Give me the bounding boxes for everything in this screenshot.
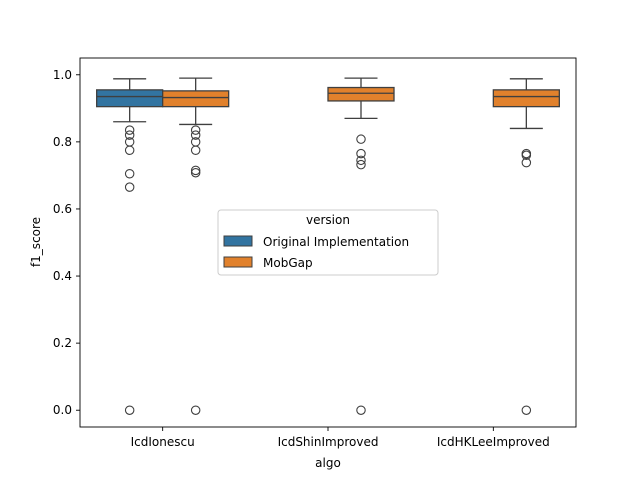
outlier-original-implementation-icdionescu-3 — [124, 145, 135, 156]
legend-label-mobgap: MobGap — [263, 256, 313, 270]
plot-area — [79, 57, 577, 428]
outlier-mobgap-icdshinimproved-1 — [356, 148, 366, 159]
y-axis: 0.0 0.2 0.4 0.6 0.8 1.0 — [53, 68, 80, 417]
outlier-mobgap-icdshinimproved-2 — [356, 155, 366, 166]
outlier-mobgap-icdionescu-4 — [190, 165, 201, 176]
box-body-mobgap-icdionescu — [162, 90, 230, 108]
legend-frame — [217, 209, 439, 276]
outlier-original-implementation-icdionescu-4 — [124, 168, 135, 179]
box-body-mobgap-icdhkleeimproved — [492, 89, 560, 108]
outlier-original-implementation-icdionescu-1 — [124, 130, 135, 140]
box-original-implementation-icdionescu — [96, 78, 164, 415]
x-axis-label: algo — [315, 456, 341, 470]
box-mobgap-icdshinimproved — [327, 77, 395, 415]
outlier-mobgap-icdhkleeimproved-3 — [521, 405, 532, 415]
box-body-original-implementation-icdionescu — [96, 89, 164, 108]
outlier-mobgap-icdionescu-1 — [190, 130, 201, 140]
outlier-mobgap-icdhkleeimproved-1 — [521, 150, 532, 161]
y-tick-label: 1.0 — [53, 68, 72, 82]
outlier-mobgap-icdhkleeimproved-2 — [521, 157, 532, 168]
outlier-mobgap-icdionescu-3 — [190, 145, 201, 156]
x-axis: IcdIonescu IcdShinImproved IcdHKLeeImprove… — [131, 427, 550, 449]
x-tick-label: IcdHKLeeImproved — [437, 435, 550, 449]
legend-swatch-mobgap — [223, 256, 253, 268]
legend-title: version — [306, 213, 350, 227]
outlier-mobgap-icdionescu-5 — [190, 167, 201, 178]
legend-entries: Original Implementation MobGap — [223, 235, 409, 270]
box-mobgap-icdhkleeimproved — [492, 78, 560, 415]
outlier-mobgap-icdshinimproved-3 — [356, 159, 366, 170]
outlier-mobgap-icdionescu-6 — [190, 405, 201, 415]
legend-swatch-original-implementation — [223, 235, 253, 247]
outlier-mobgap-icdshinimproved-4 — [356, 405, 366, 415]
outlier-original-implementation-icdionescu-5 — [124, 182, 135, 192]
y-tick-label: 0.2 — [53, 336, 72, 350]
legend: version Original Implementation MobGap — [217, 209, 439, 276]
x-tick-label: IcdShinImproved — [278, 435, 379, 449]
y-tick-label: 0.0 — [53, 403, 72, 417]
y-tick-label: 0.6 — [53, 202, 72, 216]
box-body-mobgap-icdshinimproved — [327, 86, 395, 102]
x-tick-label: IcdIonescu — [131, 435, 195, 449]
legend-label-original-implementation: Original Implementation — [263, 235, 409, 249]
y-tick-label: 0.4 — [53, 269, 72, 283]
outlier-mobgap-icdionescu-0 — [190, 125, 201, 135]
outlier-original-implementation-icdionescu-6 — [124, 405, 135, 415]
y-tick-label: 0.8 — [53, 135, 72, 149]
y-axis-label: f1_score — [29, 217, 43, 267]
box-mobgap-icdionescu — [162, 77, 230, 415]
outlier-mobgap-icdshinimproved-0 — [356, 134, 366, 144]
outlier-original-implementation-icdionescu-0 — [124, 125, 135, 135]
